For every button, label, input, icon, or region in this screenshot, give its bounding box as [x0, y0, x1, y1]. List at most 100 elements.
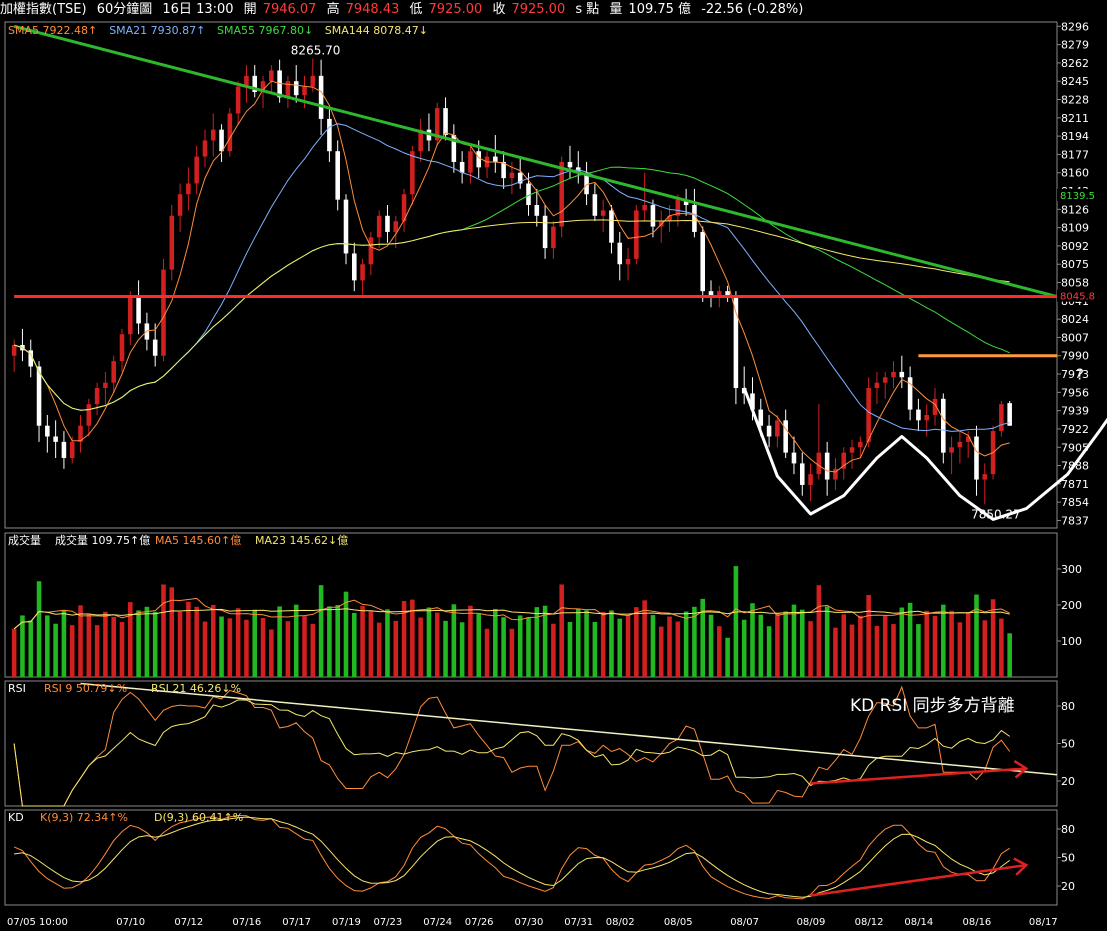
candle-body: [717, 291, 722, 297]
volume-bar: [634, 607, 639, 677]
candle-body: [152, 339, 158, 356]
y-tick-label: 8058: [1061, 277, 1089, 290]
y-tick-label: 8160: [1061, 167, 1089, 180]
candle-body: [542, 215, 548, 249]
candle-body: [882, 377, 888, 383]
candle-body: [551, 226, 556, 249]
volume-bar: [484, 628, 490, 677]
y-tick-label: 8228: [1061, 94, 1089, 107]
volume-bar: [891, 624, 896, 677]
d-line: [14, 816, 1010, 898]
price-tag-box: [1057, 289, 1105, 302]
rsi-panel-title: RSI: [8, 682, 26, 695]
candle-body: [650, 205, 656, 227]
volume-bar: [252, 609, 258, 677]
candle-body: [957, 441, 963, 448]
volume-bar: [999, 618, 1004, 677]
x-axis-label: 07/31: [564, 917, 593, 928]
volume-bar: [766, 626, 772, 677]
candle-body: [352, 253, 357, 281]
candle-body: [965, 436, 971, 442]
volume-bar: [310, 623, 316, 677]
candle-body: [476, 151, 482, 168]
candle-body: [368, 237, 374, 265]
candle-body: [128, 296, 133, 335]
x-axis-label: 08/05: [664, 917, 693, 928]
volume-legend-item: 成交量 109.75↑億: [55, 533, 150, 547]
sma144-line: [13, 219, 1010, 411]
volume-bar: [567, 621, 573, 677]
y-tick-label: 7871: [1061, 478, 1089, 491]
candle-body: [517, 172, 523, 184]
x-axis-label: 08/09: [797, 917, 826, 928]
volume-bar: [534, 607, 540, 677]
volume-bar: [501, 617, 506, 677]
rsi-divergence-arrow-head: [1013, 760, 1029, 779]
candle-body: [634, 210, 639, 259]
volume-ma23-line: [13, 608, 1010, 630]
candle-body: [932, 398, 938, 415]
x-axis-label: 07/10: [116, 917, 145, 928]
candle-body: [335, 151, 340, 200]
volume-bar: [493, 608, 498, 677]
candle-body: [451, 135, 457, 162]
candle-body: [327, 118, 332, 152]
y-tick-label: 8211: [1061, 112, 1089, 125]
price-tag-box: [1057, 188, 1105, 201]
candle-body: [916, 409, 921, 421]
volume-bar: [152, 611, 158, 677]
y-tick-label: 8092: [1061, 240, 1089, 253]
candle-body: [858, 441, 863, 448]
volume-bar: [468, 605, 473, 677]
x-axis-label: 07/05 10:00: [7, 917, 68, 928]
candle-body: [393, 221, 399, 232]
candle-body: [61, 441, 67, 459]
volume-bar: [708, 614, 714, 677]
volume-bar: [385, 609, 390, 677]
candle-body: [683, 199, 689, 206]
volume-bar: [849, 624, 855, 677]
volume-bar: [833, 627, 838, 677]
volume-bar: [434, 612, 440, 677]
volume-bar: [285, 621, 291, 677]
volume-bar: [244, 619, 249, 677]
y-tick-label: 7973: [1061, 368, 1089, 381]
volume-bar: [741, 619, 747, 677]
volume-bar: [517, 615, 523, 677]
volume-bar: [186, 601, 191, 677]
y-tick-label: 7837: [1061, 514, 1089, 527]
volume-bar: [20, 615, 25, 677]
candle-body: [559, 161, 564, 227]
candle-body: [766, 425, 772, 437]
candle-body: [775, 420, 780, 437]
volume-bar: [28, 620, 34, 677]
volume-bar: [169, 587, 175, 677]
volume-bar: [609, 610, 614, 677]
header-bar: 加權指數(TSE) 60分鐘圖 16日 13:00 開 7946.07 高 7948…: [0, 0, 1107, 20]
volume-bar: [426, 607, 432, 677]
kd-legend-item: K(9,3) 72.34↑%: [40, 811, 128, 824]
candle-body: [186, 183, 191, 195]
volume-legend-item: MA5 145.60↑億: [155, 534, 241, 547]
low-annotation: 7850.27: [971, 507, 1021, 521]
volume-bar: [775, 612, 780, 677]
candle-body: [78, 425, 83, 442]
price-tag: 8045.8: [1060, 292, 1095, 303]
volume-panel-title: 成交量: [8, 533, 41, 547]
volume-bar: [401, 601, 407, 677]
candle-body: [617, 242, 623, 265]
candle-body: [974, 436, 979, 480]
volume-bar: [128, 602, 133, 677]
datetime-label: 16日 13:00: [162, 2, 234, 17]
x-axis-label: 07/17: [282, 917, 311, 928]
volume-bar: [327, 606, 332, 677]
volume-bar: [725, 637, 730, 677]
volume-bar: [700, 598, 705, 677]
volume-bar: [219, 616, 224, 677]
rsi-legend-item: RSI 9 50.79↓%: [44, 682, 127, 695]
volume-bar: [990, 599, 996, 677]
y-tick-label: 8194: [1061, 130, 1089, 143]
x-axis-label: 08/14: [904, 917, 933, 928]
volume-bar: [658, 626, 664, 677]
y-tick-label: 300: [1061, 563, 1082, 576]
